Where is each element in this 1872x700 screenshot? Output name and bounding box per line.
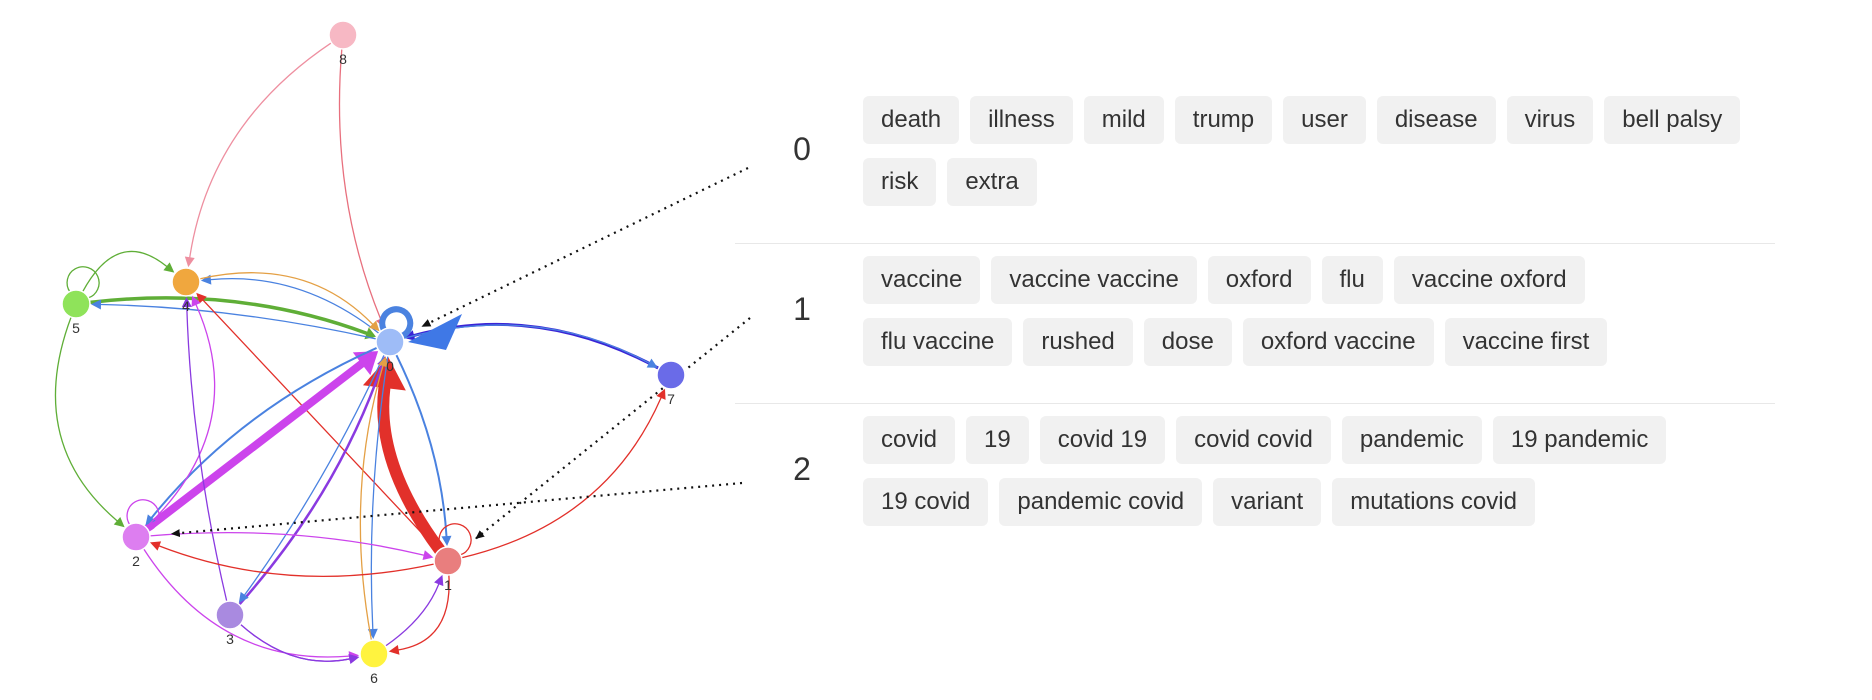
edge-2-to-6 — [142, 548, 360, 662]
edge-1-to-4 — [196, 292, 440, 552]
node-label-5: 5 — [72, 320, 80, 336]
keyword-chip[interactable]: risk — [863, 158, 937, 206]
pointer-topic-1-to-node-1 — [475, 317, 751, 540]
keyword-chip[interactable]: covid 19 — [1039, 416, 1166, 464]
edge-0-to-0 — [379, 306, 414, 339]
edge-4-to-0 — [198, 272, 380, 332]
edge-2-to-4 — [145, 295, 216, 528]
keyword-chip[interactable]: 19 — [966, 416, 1029, 464]
keyword-chip[interactable]: 19 covid — [863, 478, 989, 526]
keyword-chip[interactable]: covid covid — [1176, 416, 1331, 464]
keyword-chip[interactable]: pandemic covid — [999, 478, 1203, 526]
keyword-chip[interactable]: virus — [1506, 96, 1594, 144]
edge-0-to-3 — [238, 354, 385, 603]
node-label-4: 4 — [182, 298, 190, 314]
edge-1-to-6 — [388, 574, 450, 655]
edge-3-to-6 — [239, 623, 360, 664]
topic-id: 0 — [793, 131, 811, 167]
keyword-chip[interactable]: 19 pandemic — [1492, 416, 1667, 464]
keyword-chip[interactable]: flu — [1321, 256, 1383, 304]
keyword-chip[interactable]: dose — [1143, 318, 1232, 366]
edge-0-to-1 — [395, 353, 452, 547]
edge-6-to-0 — [359, 356, 388, 641]
keyword-chip[interactable]: disease — [1376, 96, 1496, 144]
edge-2-to-2 — [126, 499, 160, 532]
pointer-topic-0-to-node-0 — [421, 167, 749, 328]
node-7[interactable]: 7 — [656, 360, 686, 407]
node-label-7: 7 — [667, 391, 675, 407]
keyword-chip[interactable]: bell palsy — [1604, 96, 1741, 144]
node-0[interactable]: 0 — [375, 327, 405, 374]
node-3[interactable]: 3 — [215, 600, 245, 647]
node-label-8: 8 — [339, 51, 347, 67]
edge-1-to-0 — [362, 356, 446, 556]
keyword-chip[interactable]: mild — [1083, 96, 1164, 144]
edge-1-to-1 — [438, 523, 472, 556]
keyword-chip[interactable]: vaccine oxford — [1393, 256, 1585, 304]
edge-2-to-0 — [143, 351, 379, 533]
node-6[interactable]: 6 — [359, 639, 389, 686]
edge-1-to-7 — [460, 388, 666, 559]
node-4[interactable]: 4 — [171, 267, 201, 314]
edge-0-to-5 — [90, 299, 377, 340]
topic-id: 1 — [793, 291, 811, 327]
keyword-chip[interactable]: oxford vaccine — [1242, 318, 1434, 366]
node-label-1: 1 — [444, 577, 452, 593]
topic-keywords: covid 19 covid 19 covid covid pandemic 19 pan… — [863, 416, 1743, 526]
topic-keywords: vaccine vaccine vaccine oxford flu vaccine o… — [863, 256, 1743, 366]
keyword-chip[interactable]: pandemic — [1341, 416, 1482, 464]
pointer-topic-2-to-node-2 — [170, 481, 743, 538]
topic-row-1: 1 vaccine vaccine vaccine oxford flu vaccine … — [735, 243, 1775, 404]
keyword-chip[interactable]: vaccine first — [1444, 318, 1608, 366]
edge-1-to-2 — [149, 541, 435, 577]
topic-id: 2 — [793, 451, 811, 487]
edge-6-to-1 — [384, 574, 444, 647]
edge-0-to-2 — [145, 346, 379, 526]
edge-3-to-0 — [238, 356, 387, 606]
edge-8-to-4 — [184, 42, 333, 268]
node-label-3: 3 — [226, 631, 234, 647]
node-5[interactable]: 5 — [61, 289, 91, 336]
edge-0-to-4 — [200, 274, 380, 334]
keyword-chip[interactable]: vaccine — [863, 256, 981, 304]
edge-8-to-0 — [338, 48, 386, 329]
keyword-chip[interactable]: oxford — [1207, 256, 1311, 304]
edge-5-to-4 — [82, 250, 175, 293]
keyword-chip[interactable]: extra — [947, 158, 1037, 206]
keyword-chip[interactable]: variant — [1213, 478, 1322, 526]
edge-2-to-1 — [149, 531, 434, 561]
node-8[interactable]: 8 — [328, 20, 358, 67]
keyword-chip[interactable]: death — [863, 96, 960, 144]
keyword-chip[interactable]: user — [1283, 96, 1366, 144]
keyword-chip[interactable]: mutations covid — [1332, 478, 1535, 526]
keyword-chip[interactable]: vaccine vaccine — [991, 256, 1197, 304]
node-label-0: 0 — [386, 358, 394, 374]
keyword-chip[interactable]: illness — [970, 96, 1073, 144]
topic-keywords: death illness mild trump user disease virus bel… — [863, 96, 1743, 206]
edge-5-to-5 — [66, 266, 100, 299]
node-1[interactable]: 1 — [433, 546, 463, 593]
keyword-chip[interactable]: trump — [1174, 96, 1273, 144]
edge-5-to-2 — [54, 316, 125, 528]
keyword-chip[interactable]: flu vaccine — [863, 318, 1013, 366]
node-2[interactable]: 2 — [121, 522, 151, 569]
edge-3-to-4 — [181, 296, 228, 603]
edge-7-to-0-head — [408, 314, 462, 350]
node-label-6: 6 — [370, 670, 378, 686]
topic-row-2: 2 covid 19 covid 19 covid covid pandemic 19 pa… — [735, 403, 1775, 563]
keyword-chip[interactable]: covid — [863, 416, 956, 464]
keyword-chip[interactable]: rushed — [1023, 318, 1133, 366]
topic-row-0: 0 death illness mild trump user disease virus be… — [735, 83, 1775, 244]
edge-5-to-0 — [88, 296, 376, 340]
node-label-2: 2 — [132, 553, 140, 569]
